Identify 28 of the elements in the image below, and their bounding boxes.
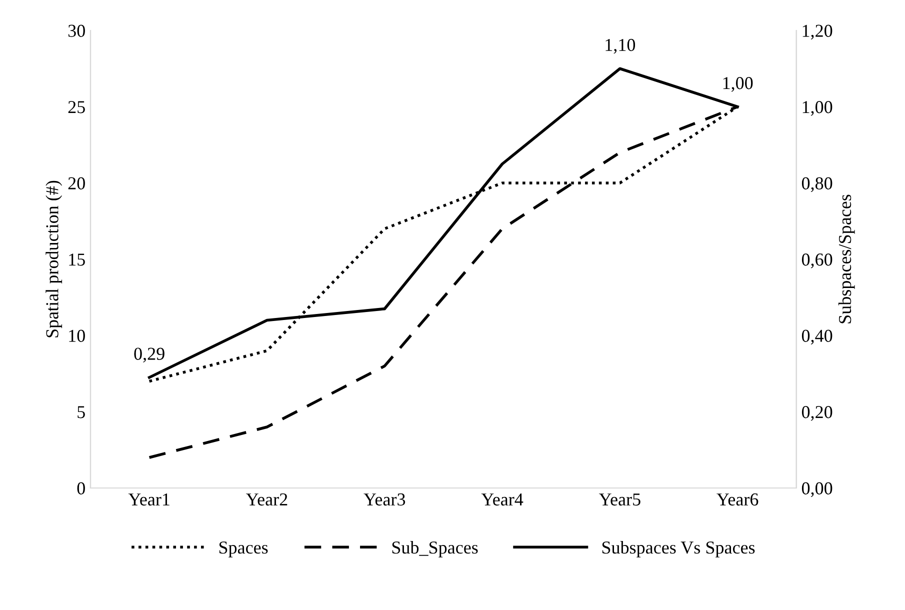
legend-label: Spaces <box>219 542 268 558</box>
x-tick-label: Year2 <box>246 493 288 506</box>
y2-tick-label: 1,20 <box>802 24 832 40</box>
y2-tick-label: 1,00 <box>802 101 832 116</box>
x-tick-label: Year5 <box>598 494 640 506</box>
data-label: 0,29 <box>134 348 164 362</box>
legend-label: Sub_Spaces <box>392 540 478 558</box>
y-tick-label: 15 <box>69 254 85 266</box>
x-tick-label: Year1 <box>128 493 170 506</box>
y-tick-label: 30 <box>68 24 85 37</box>
y2-tick-label: 0,40 <box>802 330 832 345</box>
x-tick-label: Year4 <box>481 494 524 506</box>
y2-tick-label: 0,80 <box>802 177 832 192</box>
y-tick-label: 20 <box>68 177 85 190</box>
y-tick-label: 0 <box>77 482 85 494</box>
y-tick-label: 5 <box>78 406 85 418</box>
x-tick-label: Year6 <box>716 493 758 506</box>
y-axis-title: Spatial production (#) <box>46 180 62 338</box>
data-label: 1,10 <box>606 38 636 54</box>
y2-tick-label: 0,60 <box>802 254 832 268</box>
y2-tick-label: 0,00 <box>802 482 832 498</box>
y2-tick-label: 0,20 <box>802 406 832 421</box>
y-tick-label: 25 <box>68 101 85 114</box>
data-label: 1,00 <box>723 77 753 92</box>
x-tick-label: Year3 <box>364 493 406 506</box>
y-tick-label: 10 <box>69 330 85 342</box>
y2-axis-title: Subspaces/Spaces <box>838 194 855 324</box>
legend-label: Subspaces Vs Spaces <box>602 540 755 558</box>
